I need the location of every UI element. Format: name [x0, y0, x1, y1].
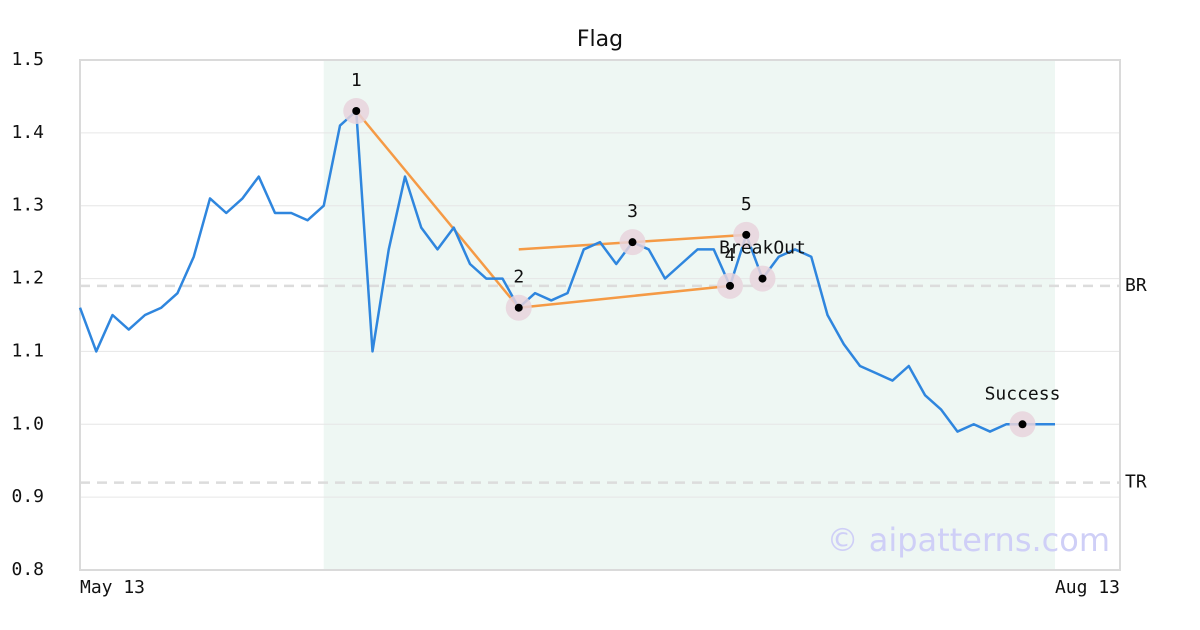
point-marker	[352, 107, 361, 115]
x-tick-label: May 13	[80, 577, 145, 598]
point-marker	[726, 281, 734, 290]
point-label: 5	[741, 194, 752, 215]
trend-line	[355, 110, 520, 309]
point-label: Success	[985, 383, 1061, 404]
chart-title: Flag	[577, 27, 623, 52]
price-line	[78, 109, 1055, 433]
point-label: 4	[725, 245, 736, 266]
plot-frame	[79, 59, 1121, 571]
level-label: TR	[1125, 472, 1147, 493]
point-marker	[514, 303, 523, 312]
point-label: 3	[627, 201, 638, 222]
point-marker	[1018, 420, 1027, 429]
y-tick-label: 1.2	[11, 268, 44, 289]
y-tick-label: 0.9	[11, 486, 44, 507]
highlight-region	[323, 60, 1055, 570]
y-tick-label: 0.8	[11, 559, 44, 580]
x-tick-label: Aug 13	[1055, 577, 1120, 598]
point-marker	[628, 238, 637, 247]
y-tick-label: 1.4	[11, 122, 44, 143]
point-label: 2	[513, 267, 524, 288]
point-label: 1	[351, 70, 362, 91]
watermark: © aipatterns.com	[827, 521, 1110, 559]
point-marker	[758, 274, 767, 283]
trend-line	[518, 284, 731, 309]
level-label: BR	[1125, 275, 1147, 296]
y-tick-label: 1.1	[11, 340, 44, 361]
point-label: BreakOut	[719, 238, 806, 259]
y-tick-label: 1.3	[11, 195, 44, 216]
point-marker	[742, 230, 751, 239]
y-tick-label: 1.5	[11, 49, 44, 70]
y-tick-label: 1.0	[11, 413, 44, 434]
